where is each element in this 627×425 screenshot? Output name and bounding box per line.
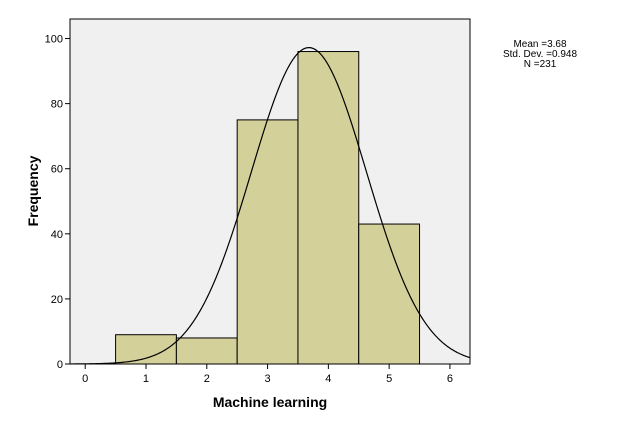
x-tick-label-6: 6 [447, 373, 453, 385]
x-tick-label-3: 3 [265, 373, 271, 385]
x-axis-title: Machine learning [213, 394, 327, 410]
y-tick-label-80: 80 [51, 99, 63, 111]
y-tick-label-40: 40 [51, 229, 63, 241]
x-tick-label-2: 2 [204, 373, 210, 385]
histogram-bar-4 [297, 51, 360, 365]
std-dev-label: Std. Dev. =0.948 [502, 49, 578, 60]
y-axis-title: Frequency [25, 155, 41, 226]
y-tick-label-0: 0 [57, 359, 63, 371]
x-tick-label-1: 1 [143, 373, 149, 385]
n-label: N =231 [523, 59, 557, 70]
y-tick-label-100: 100 [45, 34, 63, 46]
histogram-bar-3 [236, 119, 299, 365]
histogram-bar-2 [175, 337, 238, 365]
y-tick-label-60: 60 [51, 164, 63, 176]
x-tick-label-5: 5 [386, 373, 392, 385]
mean-label: Mean =3.68 [513, 39, 567, 50]
histogram-bars [115, 51, 421, 365]
y-tick-label-20: 20 [51, 294, 63, 306]
x-axis: 0 1 2 3 4 5 6 [82, 364, 453, 385]
statistics-summary: Mean =3.68 Std. Dev. =0.948 N =231 [490, 40, 590, 70]
y-axis: 0 20 40 60 80 100 [45, 34, 70, 371]
x-tick-label-4: 4 [325, 373, 331, 385]
normal-curve [70, 47, 471, 365]
histogram-bar-1 [115, 334, 177, 365]
x-tick-label-0: 0 [82, 373, 88, 385]
